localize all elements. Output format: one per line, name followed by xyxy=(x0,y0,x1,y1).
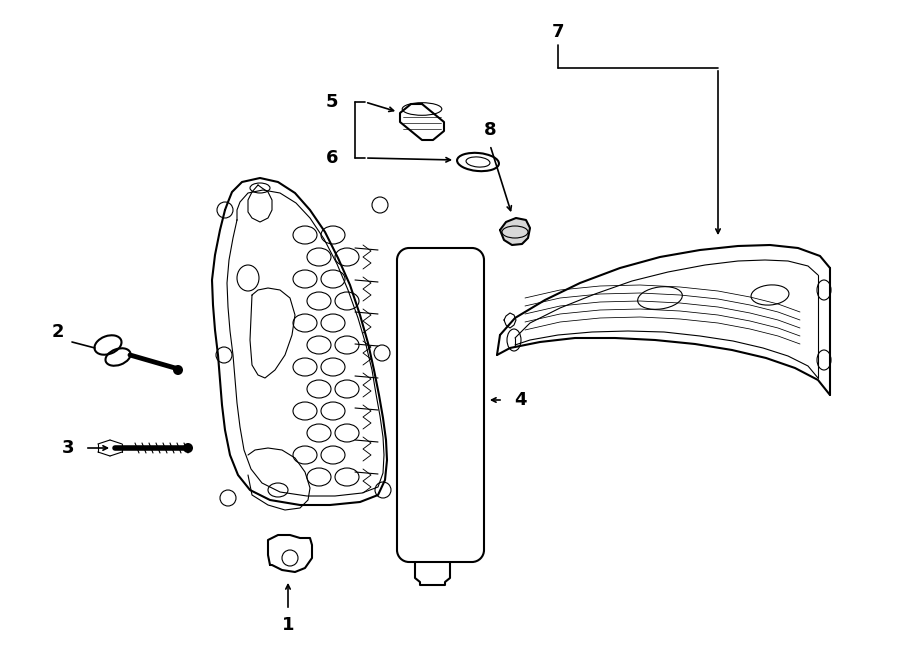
Text: 7: 7 xyxy=(552,23,564,41)
Text: 3: 3 xyxy=(62,439,74,457)
Text: 4: 4 xyxy=(514,391,526,409)
Text: 6: 6 xyxy=(326,149,338,167)
Circle shape xyxy=(183,443,193,453)
Circle shape xyxy=(173,365,183,375)
Text: 8: 8 xyxy=(483,121,496,139)
Text: 1: 1 xyxy=(282,616,294,634)
Polygon shape xyxy=(500,218,530,245)
Text: 2: 2 xyxy=(52,323,64,341)
Text: 5: 5 xyxy=(326,93,338,111)
